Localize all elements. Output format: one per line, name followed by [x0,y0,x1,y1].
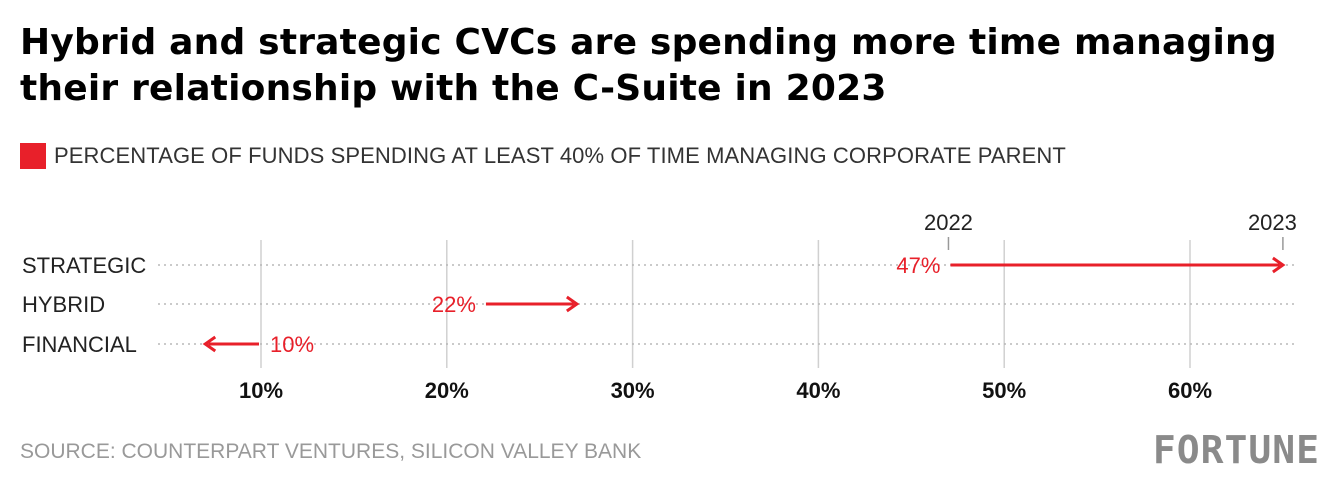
value-label: 22% [432,292,476,317]
year-label-end: 2023 [1248,210,1297,235]
chart-title: Hybrid and strategic CVCs are spending m… [20,22,1277,109]
x-tick-label: 10% [239,378,283,403]
source-note: SOURCE: COUNTERPART VENTURES, SILICON VA… [20,440,642,463]
x-tick-label: 60% [1168,378,1212,403]
category-label: STRATEGIC [22,253,146,278]
arrow-chart: STRATEGIC HYBRID FINANCIAL 47% 22% 10% 10% 20… [22,210,1298,403]
legend-swatch [20,143,46,169]
fortune-logo: FORTUNE [1152,428,1320,472]
x-tick-label: 20% [425,378,469,403]
x-tick-label: 30% [611,378,655,403]
year-label-start: 2022 [924,210,973,235]
value-label: 47% [896,253,940,278]
x-tick-label: 40% [796,378,840,403]
category-label: HYBRID [22,292,105,317]
arrow-head [202,335,217,353]
arrow-head [1272,256,1286,274]
category-label: FINANCIAL [22,332,137,357]
legend: PERCENTAGE OF FUNDS SPENDING AT LEAST 40… [20,143,1066,169]
legend-label: PERCENTAGE OF FUNDS SPENDING AT LEAST 40… [54,143,1066,168]
x-tick-label: 50% [982,378,1026,403]
arrow-head [565,295,580,313]
value-label: 10% [270,332,314,357]
